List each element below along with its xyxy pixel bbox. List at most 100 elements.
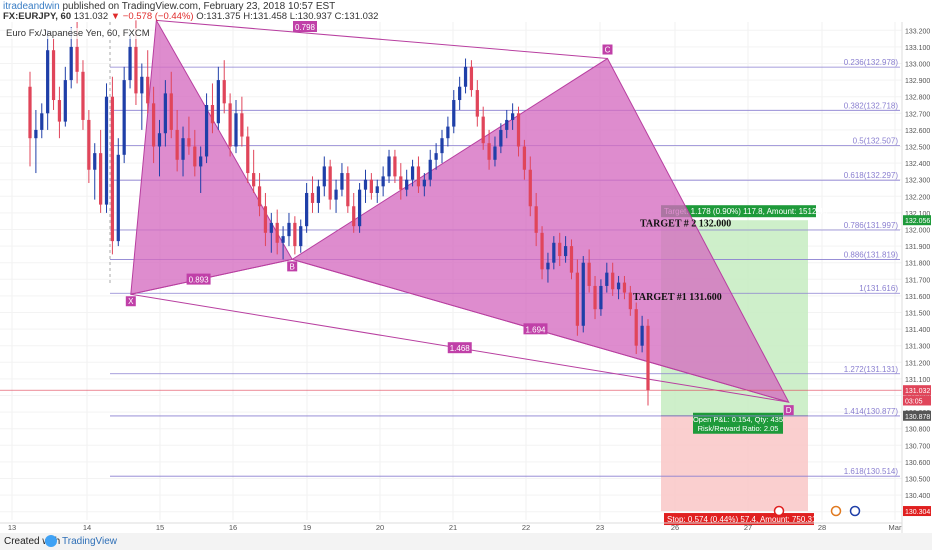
candle bbox=[204, 93, 209, 164]
candle bbox=[534, 192, 538, 247]
candle-body bbox=[563, 246, 568, 257]
candle bbox=[569, 239, 574, 280]
candle bbox=[563, 236, 568, 263]
point-badge-text: C bbox=[605, 46, 611, 55]
candle-body bbox=[328, 166, 332, 200]
price-tick-label: 132.200 bbox=[905, 194, 930, 201]
candle bbox=[310, 176, 315, 213]
candle bbox=[416, 156, 421, 193]
open-price: O:131.375 bbox=[196, 11, 241, 22]
price-tick-label: 132.500 bbox=[905, 145, 930, 152]
candle-body bbox=[399, 176, 403, 190]
ratio-label-bg bbox=[523, 323, 548, 335]
candle bbox=[287, 212, 291, 247]
candle bbox=[622, 275, 627, 300]
fib-level-label: 0.886(131.819) bbox=[844, 251, 899, 260]
candle bbox=[40, 103, 44, 139]
candle-body bbox=[63, 80, 67, 122]
time-axis[interactable]: 13 14 15 16 19 20 21 22 23 26 27 28 Mar bbox=[0, 505, 902, 533]
ratio-label: 0.798 bbox=[293, 21, 317, 32]
created-with-label: Created with bbox=[4, 536, 61, 547]
candle bbox=[428, 149, 432, 187]
event-marker-icon bbox=[849, 505, 861, 517]
fib-level-label: 1.272(131.131) bbox=[844, 365, 899, 374]
candle-body bbox=[275, 222, 279, 243]
candle bbox=[552, 236, 556, 270]
candle bbox=[499, 123, 503, 154]
candle bbox=[157, 119, 162, 177]
candle bbox=[228, 93, 232, 157]
candle-body bbox=[493, 146, 497, 160]
fib-level-label: 0.618(132.297) bbox=[844, 171, 899, 180]
candle bbox=[434, 143, 438, 170]
candle bbox=[511, 103, 515, 130]
time-tick-label: 22 bbox=[522, 523, 530, 532]
candle bbox=[46, 30, 50, 130]
price-axis[interactable]: 130.300130.400130.500130.600130.700130.8… bbox=[901, 22, 932, 533]
price-tick-label: 132.000 bbox=[905, 228, 930, 235]
candle bbox=[363, 169, 368, 203]
pattern-point-c: C bbox=[602, 44, 613, 55]
candle bbox=[440, 129, 444, 164]
price-tick-label: 131.500 bbox=[905, 311, 930, 318]
published-info: published on TradingView.com, February 2… bbox=[62, 1, 336, 12]
candle-body bbox=[204, 105, 209, 157]
candle bbox=[605, 262, 609, 293]
candle-body bbox=[434, 153, 438, 160]
ratio-label: 0.893 bbox=[186, 273, 211, 285]
time-tick-label: 21 bbox=[449, 523, 457, 532]
candle-body bbox=[187, 138, 191, 147]
candle-body bbox=[522, 146, 527, 170]
ratio-label: 1.694 bbox=[523, 323, 548, 335]
candle-body bbox=[299, 226, 303, 247]
target-info-bg bbox=[661, 205, 816, 218]
candle bbox=[593, 275, 597, 320]
price-tick-label: 130.600 bbox=[905, 460, 930, 467]
tradingview-link[interactable]: TradingView bbox=[62, 536, 118, 547]
author-name[interactable]: itradeandwin bbox=[3, 1, 60, 12]
candle-body bbox=[28, 86, 32, 139]
candle-body bbox=[369, 179, 373, 193]
candle-body bbox=[452, 100, 456, 127]
symbol-label[interactable]: FX:EURJPY, 60 bbox=[3, 11, 72, 22]
candle bbox=[169, 71, 173, 139]
candlestick-series bbox=[0, 20, 902, 406]
candle bbox=[540, 226, 544, 280]
candle bbox=[104, 83, 109, 213]
candle bbox=[469, 60, 474, 97]
candle bbox=[487, 129, 491, 170]
candle-body bbox=[240, 113, 244, 137]
candle bbox=[222, 60, 226, 114]
candle bbox=[640, 315, 644, 353]
time-tick-label: 28 bbox=[818, 523, 826, 532]
candle bbox=[446, 116, 450, 147]
candle-body bbox=[122, 80, 126, 155]
tradingview-logo-icon bbox=[45, 535, 57, 547]
price-marker-text: 130.878 bbox=[905, 414, 930, 421]
candle-body bbox=[175, 129, 179, 160]
ratio-label-text: 1.468 bbox=[450, 344, 471, 353]
candle bbox=[399, 163, 403, 200]
candle-body bbox=[310, 192, 315, 203]
candle bbox=[558, 232, 562, 267]
candle-body bbox=[346, 173, 350, 207]
candle-body bbox=[281, 236, 285, 243]
candle-body bbox=[487, 143, 491, 160]
candle-body bbox=[322, 166, 326, 187]
series-legend[interactable]: Euro Fx/Japanese Yen, 60, FXCM bbox=[6, 28, 150, 39]
candle-body bbox=[628, 292, 632, 310]
price-tick-label: 130.400 bbox=[905, 493, 930, 500]
candle-body bbox=[381, 176, 385, 187]
candle-body bbox=[593, 285, 597, 310]
footer-bar: Created with TradingView bbox=[0, 533, 932, 550]
candle-body bbox=[528, 169, 532, 207]
price-tick-label: 132.300 bbox=[905, 178, 930, 185]
event-marker-icon bbox=[773, 505, 785, 517]
stop-info-text: Stop: 0.574 (0.44%) 57.4, Amount: 750.31 bbox=[667, 515, 817, 524]
pnl-text: Open P&L: 0.154, Qty: 435 bbox=[693, 415, 783, 424]
candle-body bbox=[334, 189, 338, 200]
candle bbox=[63, 66, 67, 127]
time-tick-label: 14 bbox=[83, 523, 91, 532]
candle-body bbox=[540, 232, 544, 270]
